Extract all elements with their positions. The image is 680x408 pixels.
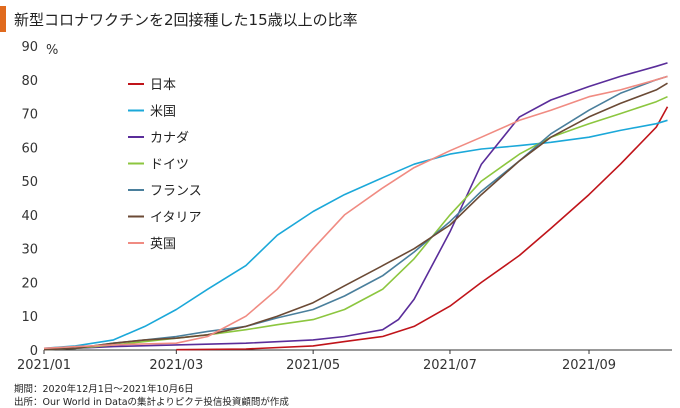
series-line-5 [43, 75, 668, 351]
series-line-1 [176, 106, 669, 351]
y-tick-label: 60 [21, 141, 38, 156]
title-accent-bar [0, 6, 6, 32]
y-tick-label: 70 [21, 108, 38, 123]
series-line-4 [43, 95, 668, 351]
chart-title: 新型コロナワクチンを2回接種した15歳以上の比率 [14, 11, 358, 29]
legend-label: 米国 [150, 105, 176, 120]
legend-label: ドイツ [150, 158, 189, 173]
series-lines [43, 62, 669, 351]
x-tick-label: 2021/09 [562, 358, 616, 373]
legend-label: 日本 [150, 78, 176, 93]
footer-source: 出所：Our World in Dataの集計よりピクテ投信投資顧問が作成 [14, 397, 289, 408]
y-tick-label: 90 [21, 40, 38, 55]
x-tick-label: 2021/07 [423, 358, 477, 373]
series-line-6 [43, 82, 668, 351]
legend-label: イタリア [150, 211, 201, 226]
legend-label: カナダ [150, 131, 189, 146]
series-line-7 [43, 75, 668, 350]
x-tick-label: 2021/03 [149, 358, 203, 373]
footer-period: 期間：2020年12月1日～2021年10月6日 [14, 384, 194, 395]
x-axis: 2021/01 2021/03 2021/05 2021/07 2021/09 [17, 349, 672, 373]
y-tick-label: 50 [21, 175, 38, 190]
y-tick-label: 40 [21, 209, 38, 224]
series-line-3 [43, 62, 668, 351]
series-line-2 [43, 119, 668, 350]
y-tick-label: 30 [21, 243, 38, 258]
y-tick-label: 20 [21, 276, 38, 291]
x-tick-label: 2021/01 [17, 358, 71, 373]
y-tick-label: 0 [30, 344, 38, 359]
y-tick-label: 10 [21, 310, 38, 325]
legend-label: 英国 [150, 237, 176, 252]
legend-label: フランス [150, 184, 202, 199]
y-axis-unit: % [46, 43, 58, 58]
y-tick-label: 80 [21, 74, 38, 89]
y-axis: 0 10 20 30 40 50 60 70 80 90% [21, 40, 58, 359]
x-tick-label: 2021/05 [286, 358, 340, 373]
